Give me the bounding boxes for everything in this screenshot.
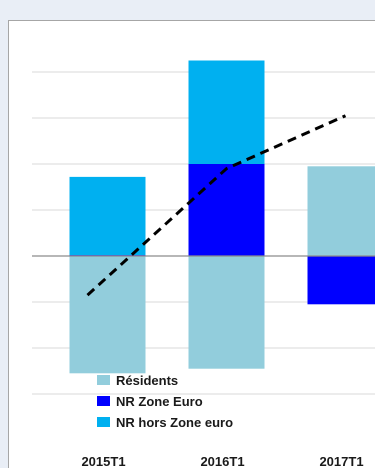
x-axis-tick-labels: 2015T1 2016T1 2017T1	[81, 454, 363, 468]
bars	[69, 60, 375, 374]
legend-swatch-1	[97, 396, 110, 406]
legend-label-0: Résidents	[116, 373, 178, 388]
legend-swatch-0	[97, 375, 110, 385]
bar-2015T1-series-2	[69, 176, 146, 256]
bar-2016T1-series-0	[188, 256, 265, 369]
legend-label-2: NR hors Zone euro	[116, 415, 233, 430]
legend: Résidents NR Zone Euro NR hors Zone euro	[97, 373, 233, 430]
bar-2016T1-series-1	[188, 164, 265, 256]
x-tick-label-2016T1: 2016T1	[200, 454, 244, 468]
bar-2015T1-series-0	[69, 256, 146, 374]
bar-2017T1-series-1	[307, 256, 375, 305]
legend-label-1: NR Zone Euro	[116, 394, 203, 409]
trend-line	[86, 114, 347, 297]
x-tick-label-2017T1: 2017T1	[319, 454, 363, 468]
bar-2017T1-series-0	[307, 166, 375, 256]
bar-2016T1-series-2	[188, 60, 265, 164]
legend-swatch-2	[97, 417, 110, 427]
x-tick-label-2015T1: 2015T1	[81, 454, 125, 468]
